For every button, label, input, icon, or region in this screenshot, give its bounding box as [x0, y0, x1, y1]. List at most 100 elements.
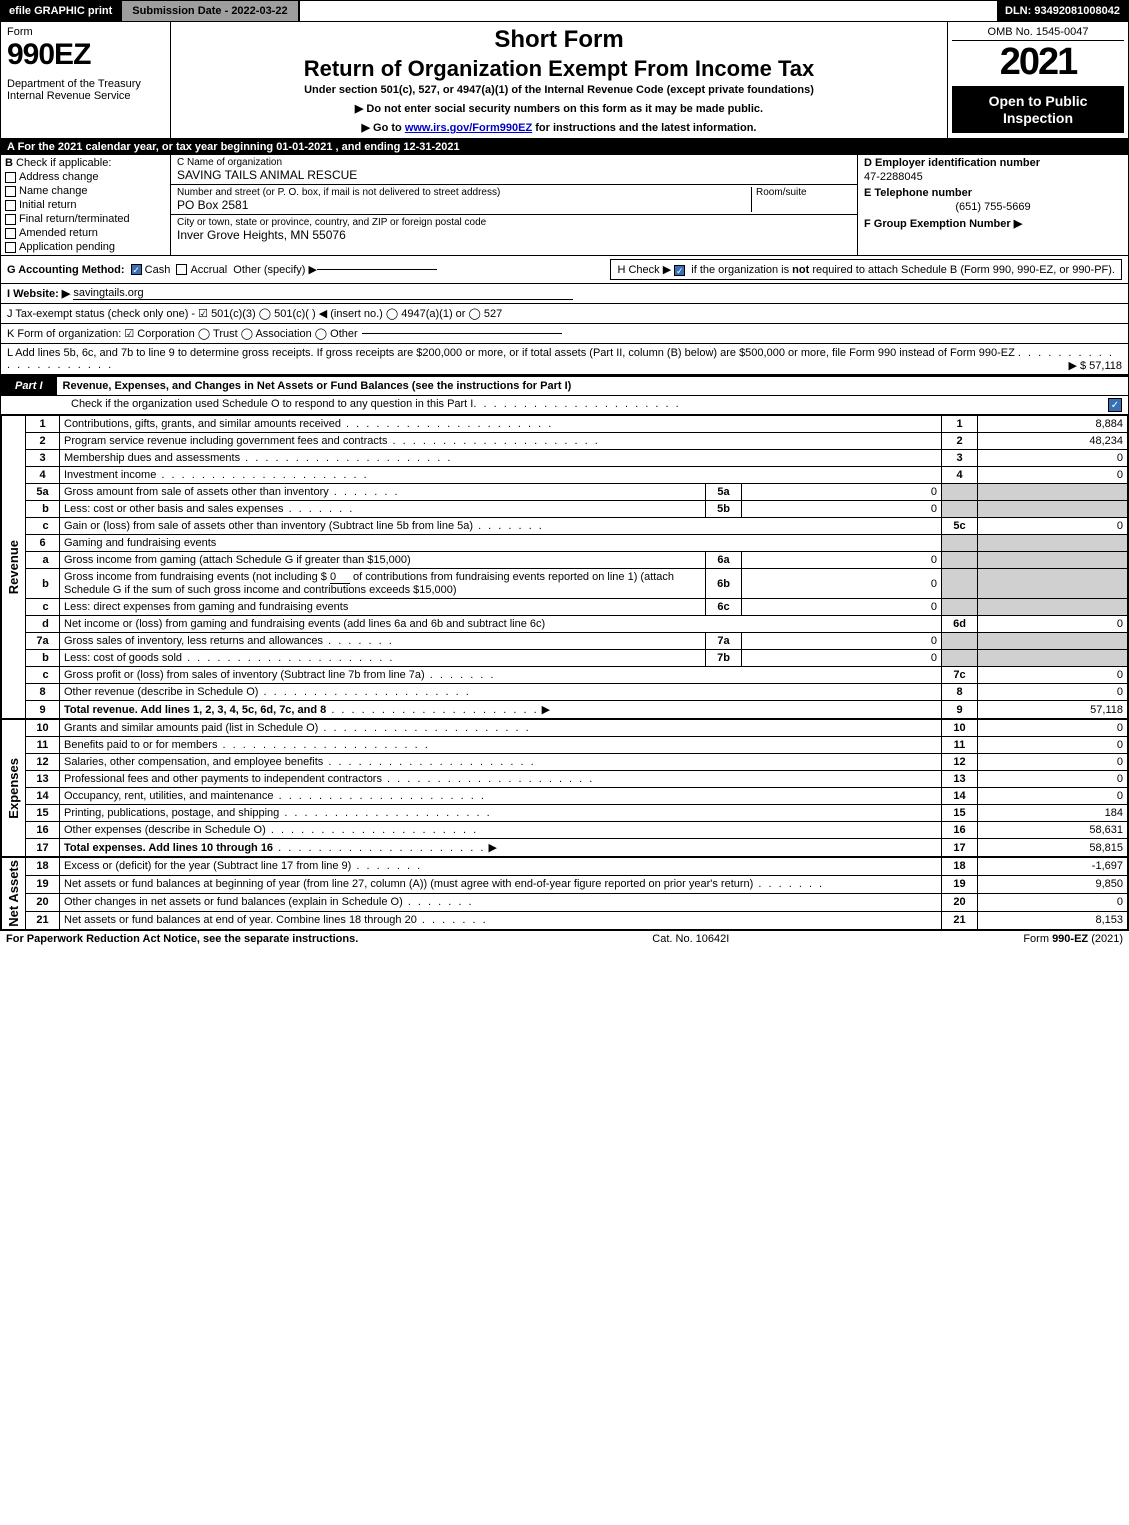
- l12-val: 0: [978, 754, 1128, 771]
- sched-o-text: Check if the organization used Schedule …: [71, 398, 473, 412]
- l4-desc: Investment income: [60, 467, 942, 484]
- opt-application-pending[interactable]: Application pending: [5, 241, 166, 253]
- h-post: required to attach Schedule B (Form 990,…: [812, 264, 1115, 276]
- l13-desc: Professional fees and other payments to …: [60, 771, 942, 788]
- l7c-col: 7c: [942, 667, 978, 684]
- l10-col: 10: [942, 720, 978, 737]
- expenses-sidebar: Expenses: [2, 720, 26, 857]
- part-1-header: Part I Revenue, Expenses, and Changes in…: [1, 375, 1128, 396]
- l5b-minival: 0: [742, 501, 942, 518]
- omb-number: OMB No. 1545-0047: [952, 24, 1124, 41]
- phone-value: (651) 755-5669: [864, 201, 1122, 213]
- l8-val: 0: [978, 684, 1128, 701]
- footer-left: For Paperwork Reduction Act Notice, see …: [6, 933, 358, 945]
- revenue-sidebar: Revenue: [2, 416, 26, 719]
- line-6c-row: c Less: direct expenses from gaming and …: [2, 599, 1128, 616]
- l5b-desc: Less: cost or other basis and sales expe…: [60, 501, 706, 518]
- line-7b-row: b Less: cost of goods sold 7b 0: [2, 650, 1128, 667]
- city-value: Inver Grove Heights, MN 55076: [177, 228, 851, 242]
- line-10-row: Expenses 10 Grants and similar amounts p…: [2, 720, 1128, 737]
- l7a-num: 7a: [26, 633, 60, 650]
- l19-col: 19: [942, 875, 978, 893]
- c-label: C Name of organization: [177, 157, 851, 168]
- l19-num: 19: [26, 875, 60, 893]
- l5a-shade: [942, 484, 978, 501]
- line-16-row: 16 Other expenses (describe in Schedule …: [2, 822, 1128, 839]
- line-6d-row: d Net income or (loss) from gaming and f…: [2, 616, 1128, 633]
- form-number: 990EZ: [7, 38, 164, 72]
- opt-final-return[interactable]: Final return/terminated: [5, 213, 166, 225]
- g-label: G Accounting Method:: [7, 264, 125, 276]
- efile-print-button[interactable]: efile GRAPHIC print: [1, 1, 120, 21]
- line-k-row: K Form of organization: ☑ Corporation ◯ …: [1, 324, 1128, 344]
- line-9-row: 9 Total revenue. Add lines 1, 2, 3, 4, 5…: [2, 701, 1128, 719]
- l14-num: 14: [26, 788, 60, 805]
- l18-val: -1,697: [978, 858, 1128, 876]
- line-11-row: 11 Benefits paid to or for members 11 0: [2, 737, 1128, 754]
- sched-o-checkbox[interactable]: ✓: [1108, 398, 1122, 412]
- l6a-shade: [942, 552, 978, 569]
- website-value[interactable]: savingtails.org: [73, 287, 573, 300]
- section-def: D Employer identification number 47-2288…: [858, 155, 1128, 255]
- irs-link[interactable]: www.irs.gov/Form990EZ: [405, 122, 532, 134]
- sched-o-dots: [473, 398, 680, 412]
- g-accrual-checkbox[interactable]: [176, 264, 187, 275]
- l20-num: 20: [26, 893, 60, 911]
- g-cash-checkbox[interactable]: ✓: [131, 264, 142, 275]
- opt-initial-return[interactable]: Initial return: [5, 199, 166, 211]
- l5c-val: 0: [978, 518, 1128, 535]
- header-mid: Short Form Return of Organization Exempt…: [171, 22, 948, 138]
- section-b: B Check if applicable: Address change Na…: [1, 155, 171, 255]
- l17-col: 17: [942, 839, 978, 857]
- l6d-desc: Net income or (loss) from gaming and fun…: [60, 616, 942, 633]
- opt-amended-return[interactable]: Amended return: [5, 227, 166, 239]
- l16-num: 16: [26, 822, 60, 839]
- line-15-row: 15 Printing, publications, postage, and …: [2, 805, 1128, 822]
- l17-val: 58,815: [978, 839, 1128, 857]
- l5b-shade: [942, 501, 978, 518]
- l3-val: 0: [978, 450, 1128, 467]
- l6b-minival: 0: [742, 569, 942, 599]
- l3-desc: Membership dues and assessments: [60, 450, 942, 467]
- l13-col: 13: [942, 771, 978, 788]
- street-cell: Number and street (or P. O. box, if mail…: [171, 185, 857, 215]
- l6a-desc: Gross income from gaming (attach Schedul…: [60, 552, 706, 569]
- line-l-text: L Add lines 5b, 6c, and 7b to line 9 to …: [7, 347, 1015, 359]
- org-name-cell: C Name of organization SAVING TAILS ANIM…: [171, 155, 857, 185]
- part-1-tab: Part I: [1, 377, 57, 395]
- l11-val: 0: [978, 737, 1128, 754]
- l18-num: 18: [26, 858, 60, 876]
- l15-desc: Printing, publications, postage, and shi…: [60, 805, 942, 822]
- l7b-mini: 7b: [706, 650, 742, 667]
- line-j-row: J Tax-exempt status (check only one) - ☑…: [1, 304, 1128, 324]
- l7b-shade: [942, 650, 978, 667]
- l7c-desc: Gross profit or (loss) from sales of inv…: [60, 667, 942, 684]
- l19-desc: Net assets or fund balances at beginning…: [60, 875, 942, 893]
- line-6b-row: b Gross income from fundraising events (…: [2, 569, 1128, 599]
- i-label: I Website: ▶: [7, 287, 70, 300]
- l4-num: 4: [26, 467, 60, 484]
- line-12-row: 12 Salaries, other compensation, and emp…: [2, 754, 1128, 771]
- l6b-mini: 6b: [706, 569, 742, 599]
- short-form-title: Short Form: [179, 26, 939, 54]
- g-accrual: Accrual: [190, 264, 227, 276]
- l2-desc: Program service revenue including govern…: [60, 433, 942, 450]
- l6-shade: [942, 535, 978, 552]
- l13-val: 0: [978, 771, 1128, 788]
- opt-address-change[interactable]: Address change: [5, 171, 166, 183]
- top-bar: efile GRAPHIC print Submission Date - 20…: [1, 1, 1128, 22]
- l17-num: 17: [26, 839, 60, 857]
- h-checkbox[interactable]: ✓: [674, 265, 685, 276]
- line-l-row: L Add lines 5b, 6c, and 7b to line 9 to …: [1, 344, 1128, 375]
- opt-name-change[interactable]: Name change: [5, 185, 166, 197]
- l6c-shade2: [978, 599, 1128, 616]
- section-c: C Name of organization SAVING TAILS ANIM…: [171, 155, 858, 255]
- city-cell: City or town, state or province, country…: [171, 215, 857, 244]
- revenue-table: Revenue 1 Contributions, gifts, grants, …: [1, 415, 1128, 719]
- f-label: F Group Exemption Number ▶: [864, 217, 1122, 230]
- l16-desc: Other expenses (describe in Schedule O): [60, 822, 942, 839]
- line-13-row: 13 Professional fees and other payments …: [2, 771, 1128, 788]
- line-j-text: J Tax-exempt status (check only one) - ☑…: [7, 307, 502, 320]
- l6a-num: a: [26, 552, 60, 569]
- l12-desc: Salaries, other compensation, and employ…: [60, 754, 942, 771]
